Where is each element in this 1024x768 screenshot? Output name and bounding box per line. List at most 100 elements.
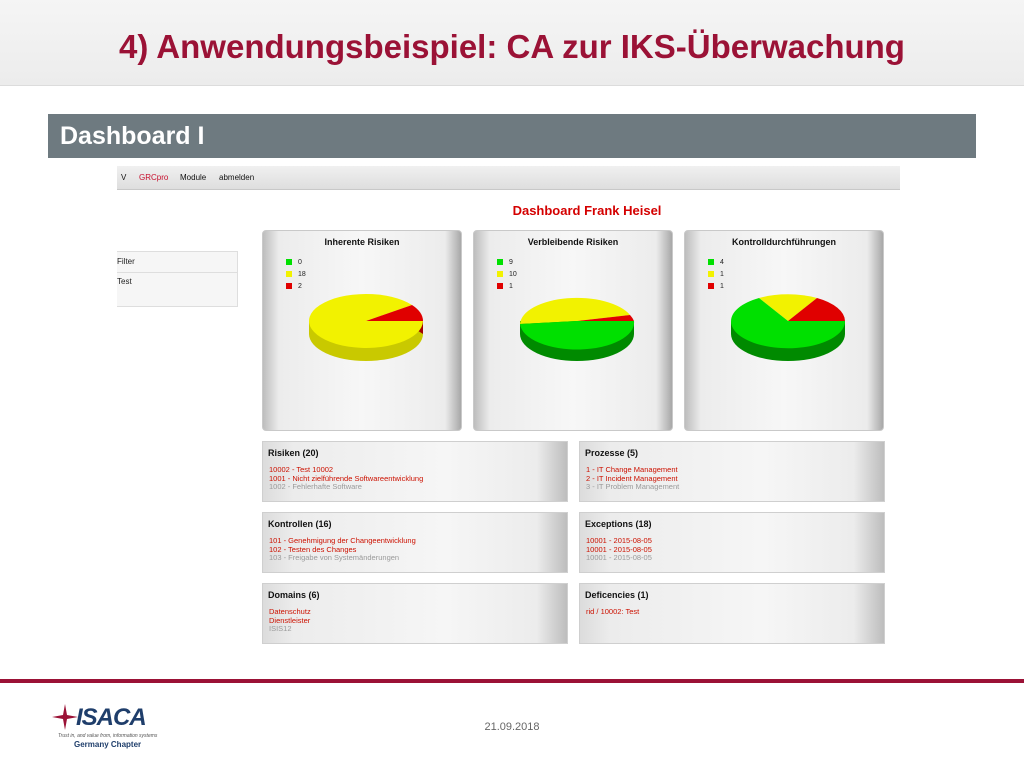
pie-slice-red (577, 315, 634, 321)
legend-item-red: 1 (708, 280, 724, 292)
chart-title: Kontrolldurchführungen (732, 237, 836, 247)
panel-prozesse[interactable]: Prozesse (5) 1 - IT Change Management 2 … (579, 441, 885, 502)
list-item[interactable]: 10001 - 2015-08-05 (586, 536, 652, 545)
list-item[interactable]: 103 - Freigabe von Systemänderungen (269, 553, 400, 562)
legend-swatch-green (497, 259, 503, 265)
panel-list: 10001 - 2015-08-05 10001 - 2015-08-05 10… (586, 536, 652, 563)
nav-toggle[interactable]: V (121, 173, 127, 182)
panel-risiken[interactable]: Risiken (20) 10002 - Test 10002 1001 - N… (262, 441, 568, 502)
panel-list: Datenschutz Dienstleister ISIS12 (269, 607, 311, 634)
legend-value: 1 (509, 282, 513, 290)
legend-item-green: 4 (708, 256, 724, 268)
legend-value: 9 (509, 258, 513, 266)
list-item[interactable]: 1002 - Fehlerhafte Software (269, 482, 362, 491)
list-item[interactable]: ISIS12 (269, 624, 292, 633)
legend-item-red: 2 (286, 280, 306, 292)
list-item[interactable]: 10002 - Test 10002 (269, 465, 334, 474)
chart-legend: 9 10 1 (497, 256, 517, 292)
legend-item-green: 0 (286, 256, 306, 268)
pie-slice-green (520, 321, 635, 350)
legend-value: 1 (720, 282, 724, 290)
legend-item-red: 1 (497, 280, 517, 292)
legend-value: 1 (720, 270, 724, 278)
panel-title: Prozesse (5) (585, 448, 639, 458)
title-band: 4) Anwendungsbeispiel: CA zur IKS-Überwa… (0, 0, 1024, 86)
legend-item-yellow: 18 (286, 268, 306, 280)
logo-text: ISACA (76, 704, 147, 731)
panel-exceptions[interactable]: Exceptions (18) 10001 - 2015-08-05 10001… (579, 512, 885, 573)
pie-slice-yellow (759, 294, 817, 321)
legend-item-green: 9 (497, 256, 517, 268)
isaca-star-icon (52, 704, 78, 730)
legend-value: 0 (298, 258, 302, 266)
panel-title: Domains (6) (268, 590, 320, 600)
legend-value: 4 (720, 258, 724, 266)
logo-tagline: Trust in, and value from, information sy… (58, 733, 158, 739)
chart-inherente-risiken: Inherente Risiken 0 18 2 (262, 230, 462, 431)
legend-value: 10 (509, 270, 517, 278)
footer-divider (0, 679, 1024, 683)
legend-value: 2 (298, 282, 302, 290)
list-item[interactable]: 10001 - 2015-08-05 (586, 553, 652, 562)
nav-brand-link[interactable]: GRCpro (139, 173, 169, 182)
pie-slice-red (788, 298, 845, 321)
chart-title: Inherente Risiken (324, 237, 400, 247)
legend-item-yellow: 1 (708, 268, 724, 280)
legend-item-yellow: 10 (497, 268, 517, 280)
list-item[interactable]: 2 - IT Incident Management (586, 473, 678, 483)
filter-value[interactable]: Test (117, 277, 132, 286)
chart-verbleibende-risiken: Verbleibende Risiken 9 10 1 (473, 230, 673, 431)
chart-legend: 4 1 1 (708, 256, 724, 292)
list-item[interactable]: 1 - IT Change Management (586, 465, 678, 474)
legend-swatch-yellow (286, 271, 292, 277)
pie-slice-yellow (309, 293, 423, 348)
panel-list: 101 - Genehmigung der Changeentwicklung … (269, 536, 416, 563)
panel-title: Deficencies (1) (585, 590, 649, 600)
legend-swatch-red (286, 283, 292, 289)
pie-slice-red (366, 305, 424, 321)
section-bar: Dashboard I (48, 114, 976, 158)
panel-list: 1 - IT Change Management 2 - IT Incident… (586, 465, 680, 492)
slide-date: 21.09.2018 (484, 721, 540, 733)
chart-legend: 0 18 2 (286, 256, 306, 292)
list-item[interactable]: 102 - Testen des Changes (269, 544, 357, 554)
list-item[interactable]: Datenschutz (269, 607, 311, 616)
slide-title: 4) Anwendungsbeispiel: CA zur IKS-Überwa… (119, 28, 905, 65)
panel-list: rid / 10002: Test (586, 607, 640, 617)
list-item[interactable]: 101 - Genehmigung der Changeentwicklung (269, 536, 416, 545)
panel-deficencies[interactable]: Deficencies (1) rid / 10002: Test (579, 583, 885, 644)
nav-logout-link[interactable]: abmelden (219, 173, 255, 182)
filter-panel: Filter Test (117, 251, 238, 307)
chart-kontrolldurchfuehrungen: Kontrolldurchführungen 4 1 1 (684, 230, 884, 431)
pie-chart (309, 293, 424, 361)
isaca-logo: ISACA Trust in, and value from, informat… (48, 700, 168, 752)
legend-swatch-green (708, 259, 714, 265)
legend-swatch-red (497, 283, 503, 289)
panel-title: Exceptions (18) (585, 519, 652, 529)
filter-label: Filter (117, 257, 238, 273)
pie-chart (731, 294, 846, 361)
list-item[interactable]: 1001 - Nicht zielführende Softwareentwic… (269, 473, 424, 483)
panel-kontrollen[interactable]: Kontrollen (16) 101 - Genehmigung der Ch… (262, 512, 568, 573)
nav-modules-link[interactable]: Module (180, 173, 207, 182)
panel-title: Risiken (20) (268, 448, 319, 458)
panel-list: 10002 - Test 10002 1001 - Nicht zielführ… (269, 465, 424, 492)
legend-swatch-green (286, 259, 292, 265)
pie-slice-green (731, 298, 846, 349)
list-item[interactable]: 3 - IT Problem Management (586, 482, 680, 491)
list-item[interactable]: Dienstleister (269, 615, 311, 625)
legend-swatch-yellow (497, 271, 503, 277)
panel-title: Kontrollen (16) (268, 519, 332, 529)
list-item[interactable]: 10001 - 2015-08-05 (586, 544, 652, 554)
legend-value: 18 (298, 270, 306, 278)
logo-chapter: Germany Chapter (74, 740, 142, 749)
panel-domains[interactable]: Domains (6) Datenschutz Dienstleister IS… (262, 583, 568, 644)
pie-chart (520, 297, 635, 361)
app-screenshot: V GRCpro Module abmelden Dashboard Frank… (117, 166, 900, 666)
legend-swatch-yellow (708, 271, 714, 277)
app-navbar: V GRCpro Module abmelden (117, 166, 900, 190)
pie-slice-yellow (520, 297, 630, 324)
dashboard-title: Dashboard Frank Heisel (512, 203, 662, 218)
list-item[interactable]: rid / 10002: Test (586, 607, 640, 616)
